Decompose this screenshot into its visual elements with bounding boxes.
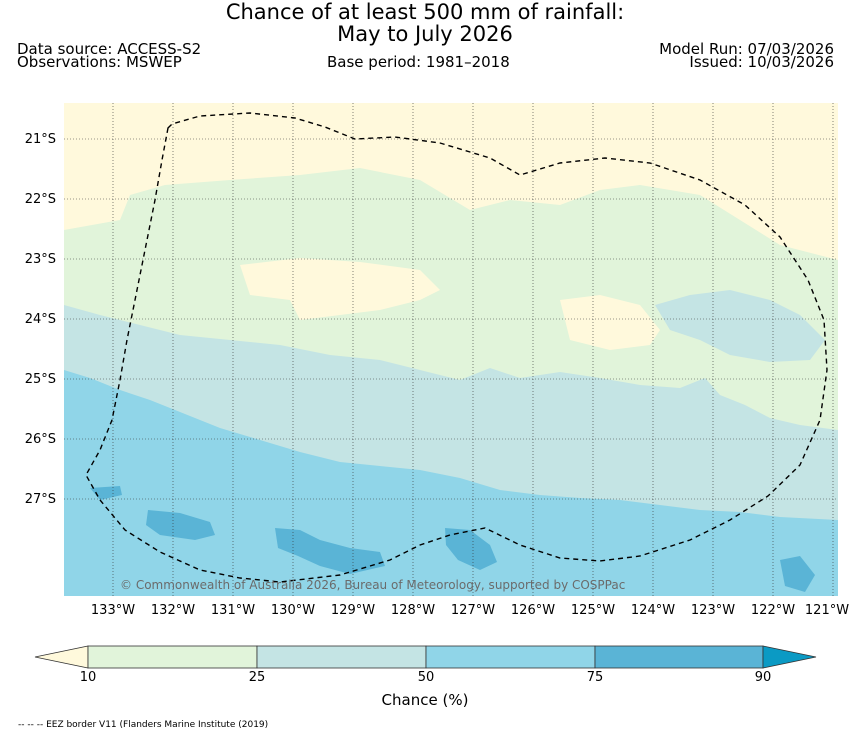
colorbar-segment-75-90 xyxy=(594,645,764,669)
lon-label-129w: 129°W xyxy=(331,603,375,618)
colorbar-segment-50-75 xyxy=(425,645,596,669)
base-period-text: Base period: 1981–2018 xyxy=(327,53,510,71)
class-75-90-patch-1 xyxy=(146,510,215,540)
colorbar-tick-75: 75 xyxy=(586,670,604,685)
colorbar-segment-10-25 xyxy=(87,645,258,669)
lon-label-133w: 133°W xyxy=(91,603,135,618)
colorbar-tick-90: 90 xyxy=(754,670,772,685)
class-lt10-patch-2 xyxy=(560,295,660,350)
colorbar-tick-50: 50 xyxy=(417,670,435,685)
lon-label-128w: 128°W xyxy=(391,603,435,618)
lon-label-123w: 123°W xyxy=(691,603,735,618)
class-50-75-area xyxy=(64,370,838,596)
lon-label-130w: 130°W xyxy=(271,603,315,618)
lon-label-126w: 126°W xyxy=(511,603,555,618)
eez-border xyxy=(85,112,828,583)
colorbar-tick-10: 10 xyxy=(79,670,97,685)
lon-label-132w: 132°W xyxy=(151,603,195,618)
class-75-90-patch-3 xyxy=(445,528,497,570)
data-source-text: Data source: ACCESS-S2 xyxy=(17,40,202,58)
lat-label-25s: 25°S xyxy=(25,372,56,387)
map-gridlines xyxy=(64,103,838,596)
map-title-line-1: Chance of at least 500 mm of rainfall: xyxy=(225,0,625,24)
colorbar-segment-lt10 xyxy=(34,645,89,669)
latitude-labels: 21°S 22°S 23°S 24°S 25°S 26°S 27°S xyxy=(25,132,56,507)
colorbar xyxy=(34,645,817,669)
copyright-notice: © Commonwealth of Australia 2026, Bureau… xyxy=(120,578,625,592)
colorbar-segment-25-50 xyxy=(256,645,427,669)
colorbar-title: Chance (%) xyxy=(381,691,469,709)
lat-label-22s: 22°S xyxy=(25,192,56,207)
class-75-90-patch-5 xyxy=(780,556,815,592)
class-75-90-patch-2 xyxy=(275,528,385,574)
model-run-text: Model Run: 07/03/2026 xyxy=(659,40,834,58)
lon-label-124w: 124°W xyxy=(631,603,675,618)
colorbar-tick-25: 25 xyxy=(248,670,266,685)
lat-label-27s: 27°S xyxy=(25,492,56,507)
lon-label-125w: 125°W xyxy=(571,603,615,618)
map-title-line-2: May to July 2026 xyxy=(337,22,513,46)
class-25-50-patch-east xyxy=(655,290,825,362)
lon-label-121w: 121°W xyxy=(805,603,849,618)
lon-label-127w: 127°W xyxy=(451,603,495,618)
colorbar-segment-gt90 xyxy=(762,645,817,669)
lat-label-26s: 26°S xyxy=(25,432,56,447)
issued-text: Issued: 10/03/2026 xyxy=(689,53,834,71)
longitude-labels: 133°W 132°W 131°W 130°W 129°W 128°W 127°… xyxy=(91,603,849,618)
lat-label-23s: 23°S xyxy=(25,252,56,267)
eez-footnote: -- -- -- EEZ border V11 (Flanders Marine… xyxy=(18,720,269,730)
observations-text: Observations: MSWEP xyxy=(17,53,182,71)
lat-label-21s: 21°S xyxy=(25,132,56,147)
class-lt10-patch-1 xyxy=(240,258,440,320)
lon-label-131w: 131°W xyxy=(211,603,255,618)
probability-map xyxy=(64,103,838,596)
lat-label-24s: 24°S xyxy=(25,312,56,327)
lon-label-122w: 122°W xyxy=(751,603,795,618)
